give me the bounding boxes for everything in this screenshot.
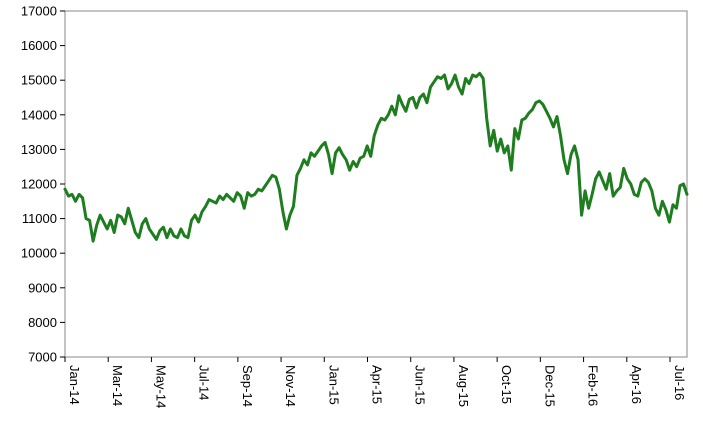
x-tick-label: Jan-14 bbox=[67, 365, 82, 405]
x-tick-label: Apr-16 bbox=[629, 365, 644, 404]
y-tick-label: 8000 bbox=[28, 315, 57, 330]
x-tick-label: Jul-14 bbox=[197, 365, 212, 400]
y-tick-label: 10000 bbox=[21, 246, 57, 261]
y-tick-label: 17000 bbox=[21, 4, 57, 19]
y-tick-label: 11000 bbox=[22, 211, 57, 226]
plot-area bbox=[64, 10, 688, 358]
x-tick-label: Dec-15 bbox=[542, 365, 557, 407]
x-tick-label: Oct-15 bbox=[499, 365, 514, 404]
x-tick-label: Jan-15 bbox=[326, 365, 341, 405]
y-tick-label: 9000 bbox=[28, 280, 57, 295]
x-tick-label: Aug-15 bbox=[456, 365, 471, 407]
x-tick-label: Jul-16 bbox=[672, 365, 687, 400]
y-tick-label: 15000 bbox=[21, 73, 57, 88]
x-tick-label: Jun-15 bbox=[413, 365, 428, 405]
y-tick-label: 12000 bbox=[21, 177, 57, 192]
x-tick-label: Feb-16 bbox=[586, 365, 601, 406]
x-tick-label: Mar-14 bbox=[110, 365, 125, 406]
x-tick-label: May-14 bbox=[153, 365, 168, 408]
y-tick-label: 14000 bbox=[21, 107, 57, 122]
series-line bbox=[63, 71, 689, 243]
y-tick-label: 16000 bbox=[21, 38, 57, 53]
x-tick-label: Sep-14 bbox=[240, 365, 255, 407]
x-tick-label: Apr-15 bbox=[370, 365, 385, 404]
y-tick-label: 13000 bbox=[21, 142, 57, 157]
y-tick-label: 7000 bbox=[28, 350, 57, 365]
x-tick-label: Nov-14 bbox=[283, 365, 298, 407]
